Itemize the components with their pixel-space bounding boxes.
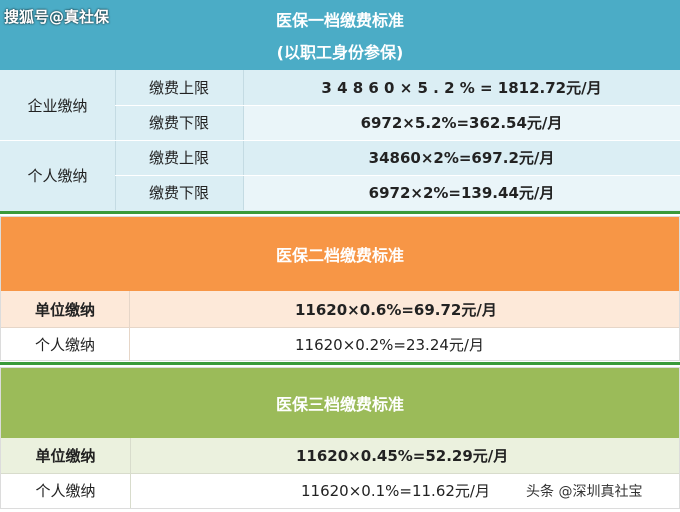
row-value: 11620×0.1%=11.62元/月 — [301, 482, 490, 500]
row-label: 缴费上限 — [148, 149, 209, 167]
row-label: 缴费下限 — [148, 114, 209, 132]
tier2-table: 医保二档缴费标准 单位缴纳 11620×0.6%=69.72元/月 个人缴纳 1… — [0, 216, 680, 361]
tier3-table: 医保三档缴费标准 单位缴纳 11620×0.45%=52.29元/月 个人缴纳 … — [0, 367, 680, 509]
group-label: 个人缴纳 — [27, 166, 88, 185]
row-label: 缴费下限 — [148, 184, 209, 202]
tier1-subtitle: (以职工身份参保) — [276, 43, 404, 62]
row-label: 缴费上限 — [148, 79, 209, 97]
row-label: 单位缴纳 — [34, 300, 95, 319]
tier3-title: 医保三档缴费标准 — [275, 395, 404, 414]
row-label: 个人缴纳 — [35, 482, 96, 500]
tier1-header — [0, 0, 680, 70]
row-value: 34860×2%=697.2元/月 — [368, 149, 555, 167]
watermark-text: 搜狐号@真社保 — [4, 8, 110, 26]
row-value: 11620×0.2%=23.24元/月 — [295, 335, 484, 354]
row-value: 11620×0.6%=69.72元/月 — [295, 300, 497, 319]
row-value: 6972×2%=139.44元/月 — [368, 184, 555, 202]
credit-text: 头条 @深圳真社宝 — [526, 484, 643, 500]
tier1-table: 医保一档缴费标准 (以职工身份参保) 企业缴纳 个人缴纳 缴费上限 3 4 8 … — [0, 0, 680, 211]
tier1-title: 医保一档缴费标准 — [275, 11, 404, 30]
tier2-title: 医保二档缴费标准 — [275, 246, 404, 265]
row-label: 个人缴纳 — [34, 335, 95, 354]
row-value: 6972×5.2%=362.54元/月 — [360, 114, 563, 132]
group-label: 企业缴纳 — [27, 96, 88, 115]
row-value: 3 4 8 6 0 × 5 . 2 % = 1812.72元/月 — [321, 79, 602, 97]
row-label: 单位缴纳 — [35, 447, 96, 465]
row-value: 11620×0.45%=52.29元/月 — [296, 447, 509, 465]
